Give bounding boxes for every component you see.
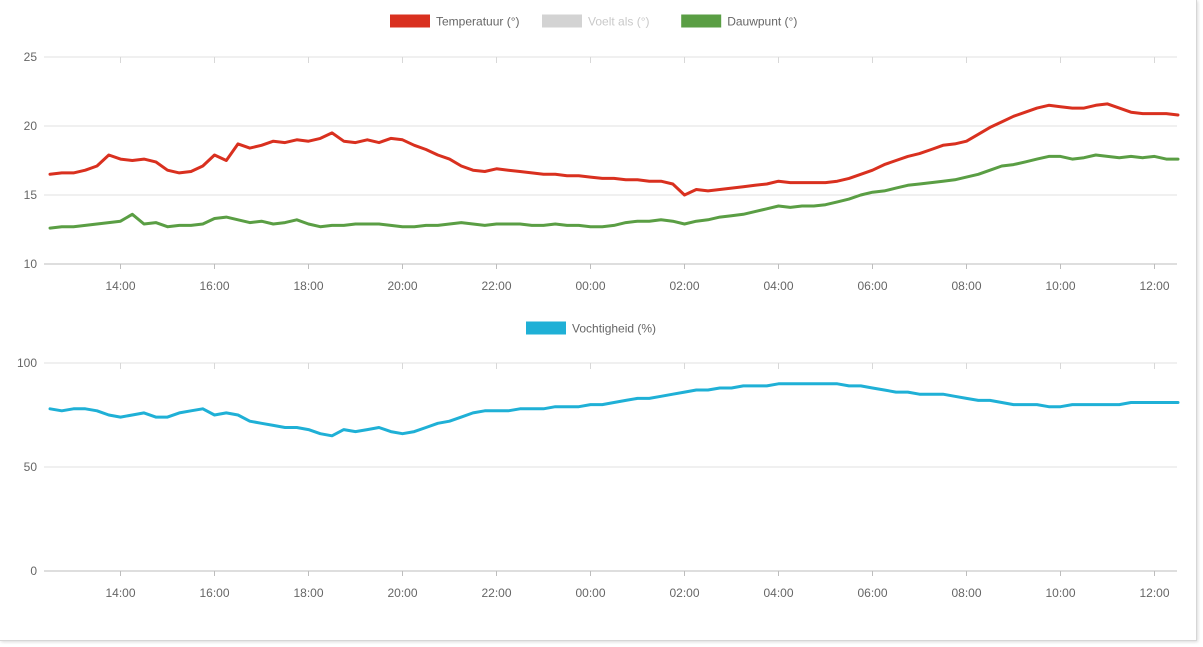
legend-swatch xyxy=(681,14,722,28)
temperature-x-tick-label: 20:00 xyxy=(387,279,417,293)
legend-item-temperature-1[interactable]: Voelt als (°) xyxy=(542,14,650,29)
temperature-chart-x-axis: 14:00 16:00 18:00 20:00 22:00 00:00 02:00 04:00… xyxy=(105,279,1169,293)
temperature-chart: Temperatuur (°) Voelt als (°) Dauwpunt (°)… xyxy=(24,14,1180,293)
humidity-chart-series xyxy=(48,382,1180,438)
temperature-y-tick-label: 20 xyxy=(24,119,38,133)
humidity-y-tick-label: 50 xyxy=(24,460,38,474)
temperature-y-tick-label: 10 xyxy=(24,257,38,271)
humidity-x-tick-label: 00:00 xyxy=(575,586,605,600)
temperature-y-tick-label: 25 xyxy=(24,50,38,64)
temperature-series-line-2 xyxy=(48,153,1180,230)
humidity-x-tick-label: 20:00 xyxy=(387,586,417,600)
humidity-x-tick-label: 10:00 xyxy=(1045,586,1075,600)
legend-swatch xyxy=(390,14,430,28)
humidity-x-tick-label: 04:00 xyxy=(763,586,793,600)
legend-swatch xyxy=(542,14,582,28)
humidity-series-line-0 xyxy=(48,382,1180,438)
humidity-x-tick-label: 22:00 xyxy=(481,586,511,600)
humidity-x-tick-label: 06:00 xyxy=(857,586,887,600)
temperature-x-tick-label: 06:00 xyxy=(857,279,887,293)
humidity-x-tick-label: 12:00 xyxy=(1139,586,1169,600)
legend-item-temperature-2[interactable]: Dauwpunt (°) xyxy=(681,14,797,29)
temperature-x-tick-label: 22:00 xyxy=(481,279,511,293)
temperature-x-tick-label: 18:00 xyxy=(293,279,323,293)
temperature-x-tick-label: 02:00 xyxy=(669,279,699,293)
temperature-series-line-0 xyxy=(48,102,1180,197)
temperature-y-tick-label: 15 xyxy=(24,188,38,202)
legend-item-humidity-0[interactable]: Vochtigheid (%) xyxy=(526,321,656,336)
humidity-x-tick-label: 16:00 xyxy=(199,586,229,600)
humidity-y-tick-label: 100 xyxy=(17,356,37,370)
humidity-x-tick-label: 08:00 xyxy=(951,586,981,600)
temperature-x-tick-label: 04:00 xyxy=(763,279,793,293)
temperature-x-tick-label: 12:00 xyxy=(1139,279,1169,293)
legend-label: Temperatuur (°) xyxy=(436,15,520,29)
temperature-x-tick-label: 08:00 xyxy=(951,279,981,293)
temperature-chart-grid xyxy=(44,56,1177,269)
legend-swatch xyxy=(526,321,566,335)
temperature-x-tick-label: 14:00 xyxy=(105,279,135,293)
temperature-chart-legend: Temperatuur (°) Voelt als (°) Dauwpunt (°) xyxy=(390,14,797,29)
temperature-x-tick-label: 10:00 xyxy=(1045,279,1075,293)
legend-label: Vochtigheid (%) xyxy=(572,322,656,336)
humidity-chart-grid xyxy=(44,362,1177,576)
humidity-chart-legend: Vochtigheid (%) xyxy=(526,321,656,336)
legend-item-temperature-0[interactable]: Temperatuur (°) xyxy=(390,14,520,29)
humidity-x-tick-label: 18:00 xyxy=(293,586,323,600)
humidity-x-tick-label: 02:00 xyxy=(669,586,699,600)
humidity-chart-x-axis: 14:00 16:00 18:00 20:00 22:00 00:00 02:00 04:00… xyxy=(105,586,1169,600)
temperature-chart-series xyxy=(48,102,1180,230)
legend-label: Dauwpunt (°) xyxy=(727,15,797,29)
legend-label: Voelt als (°) xyxy=(588,15,650,29)
humidity-chart: Vochtigheid (%) 0 50 100 14:00 16:00 18:00 20… xyxy=(17,321,1180,600)
temperature-x-tick-label: 00:00 xyxy=(575,279,605,293)
humidity-chart-y-axis: 0 50 100 xyxy=(17,356,37,578)
temperature-chart-y-axis: 10 15 20 25 xyxy=(24,50,38,271)
humidity-x-tick-label: 14:00 xyxy=(105,586,135,600)
humidity-y-tick-label: 0 xyxy=(30,564,37,578)
temperature-x-tick-label: 16:00 xyxy=(199,279,229,293)
